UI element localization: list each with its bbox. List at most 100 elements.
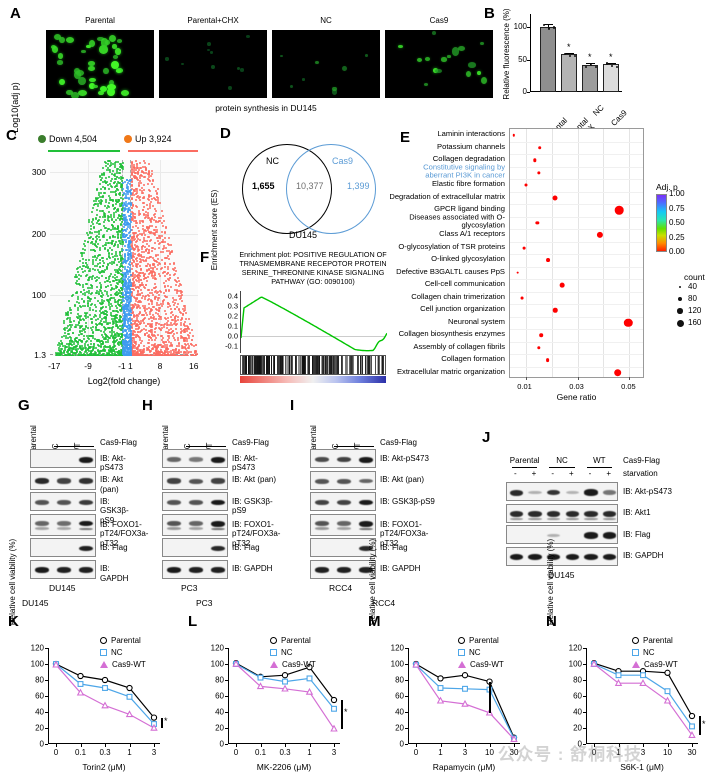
volcano-point [116,258,119,260]
volcano-point [82,293,85,296]
volcano-point [113,235,116,238]
volcano-point [135,328,138,331]
volcano-point [126,343,129,346]
volcano-point [118,198,120,201]
volcano-point [92,353,95,356]
volcano-point [142,319,145,322]
volcano-point [132,346,135,349]
volcano-point [159,306,161,309]
volcano-point [157,326,160,329]
volcano-point [137,179,139,181]
volcano-point [130,340,133,343]
gsea-rank-heatmap [240,376,386,383]
volcano-point [127,253,130,256]
volcano-point [92,262,95,265]
volcano-point [120,332,123,335]
volcano-point [112,169,115,172]
volcano-point [135,196,138,199]
panel-h-letter: H [142,397,153,414]
volcano-point [88,334,91,337]
volcano-point [74,340,77,342]
fluorescent-cell [104,39,111,46]
panel-d-letter: D [220,125,231,142]
volcano-point [118,260,120,263]
blot-group-underline [334,446,374,447]
volcano-point [135,188,138,191]
volcano-point [166,347,169,350]
volcano-point [130,342,133,345]
legend-label: NC [469,648,481,657]
volcano-point [91,258,94,261]
volcano-point [126,197,129,200]
volcano-point [133,345,135,348]
volcano-point [113,182,116,185]
volcano-point [157,253,160,256]
blot-box [310,449,376,468]
fluorescent-cell [301,78,306,81]
volcano-point [135,206,138,209]
volcano-point [121,281,124,284]
volcano-point [129,333,131,336]
volcano-point [109,313,112,316]
volcano-point [127,353,130,356]
volcano-point [108,276,111,278]
volcano-point [138,285,141,288]
volcano-point [154,323,157,326]
volcano-point [115,293,118,296]
volcano-point [93,338,96,340]
panel-b-errorcap [544,24,553,26]
volcano-point [97,317,100,320]
volcano-point [119,309,121,311]
volcano-point [86,326,89,329]
count-legend-tick: 160 [688,318,702,327]
line-chart-y-tick: 80 [395,675,404,685]
volcano-point [168,355,171,356]
volcano-point [130,327,133,330]
volcano-point [84,350,87,353]
volcano-point [164,274,166,277]
volcano-point [124,315,126,318]
volcano-point [119,229,122,232]
volcano-point [158,352,161,355]
volcano-point [134,253,137,256]
volcano-point [87,296,90,299]
volcano-point [136,238,139,241]
volcano-point [147,353,150,356]
volcano-point [106,298,109,301]
volcano-point [128,340,131,343]
legend-marker-parental [100,637,107,644]
volcano-point [107,299,110,302]
volcano-point [163,342,166,345]
blot-band [79,456,93,463]
volcano-point [176,336,179,339]
volcano-point [99,188,102,190]
volcano-point [150,198,153,201]
panel-e-category-label: Degradation of extracellular matrix [389,191,505,201]
volcano-point [110,328,113,331]
volcano-point [167,352,169,355]
volcano-point [132,306,135,308]
volcano-point [86,234,89,236]
volcano-point [160,354,163,356]
volcano-point [152,352,155,355]
volcano-point [155,353,158,356]
blot-ib-label: IB: Flag [232,542,260,552]
volcano-point [157,309,160,312]
gsea-y-tick: 0.1 [227,321,238,331]
volcano-point [88,309,91,311]
volcano-point [150,247,153,250]
volcano-point [126,328,129,330]
volcano-point [115,275,118,278]
volcano-point [138,196,141,198]
volcano-point [71,353,74,356]
volcano-point [193,352,196,355]
volcano-point [57,344,60,347]
volcano-point [140,170,143,173]
micrograph-parental-chx [159,30,267,98]
volcano-point [144,283,147,286]
panel-g-letter: G [18,397,30,414]
volcano-point [164,266,166,269]
volcano-point [115,339,118,342]
blot-band [57,478,71,484]
volcano-point [122,306,125,309]
